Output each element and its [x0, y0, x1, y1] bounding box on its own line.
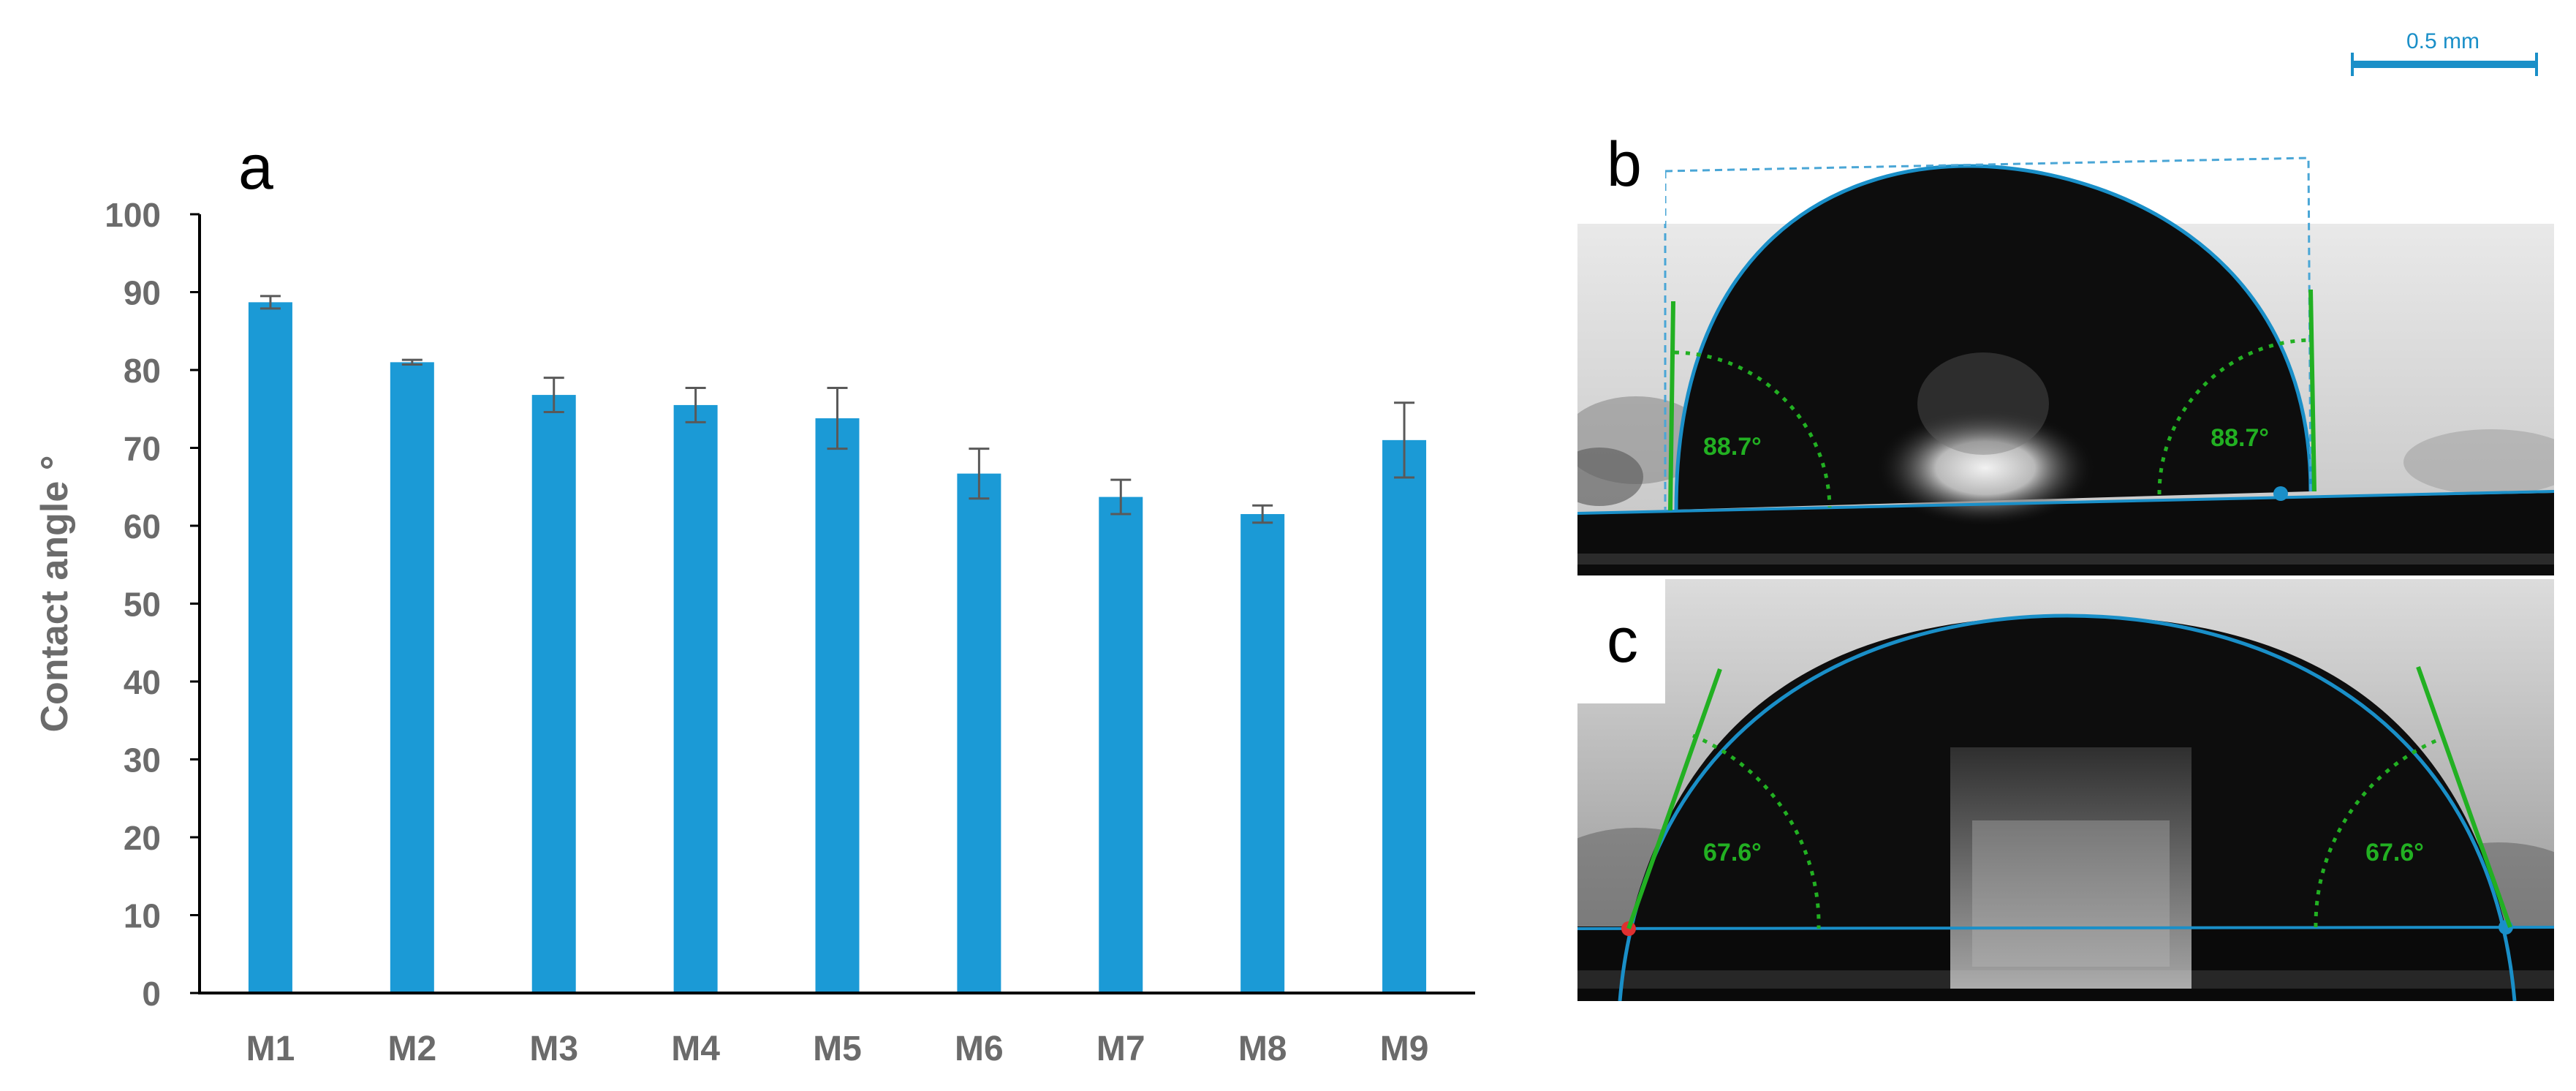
y-tick-label: 20: [124, 819, 161, 857]
right-contact-angle-label: 67.6°: [2365, 839, 2424, 867]
bars: [248, 302, 1427, 994]
bar-m6: [957, 473, 1001, 993]
x-tick-label: M6: [955, 1030, 1004, 1068]
bar-m2: [390, 362, 434, 994]
panel-label-b: b: [1607, 129, 1642, 200]
x-tick-label: M3: [529, 1030, 578, 1068]
y-axis-ticks: 0 10 20 30 40 50 60 70 80 90 100: [105, 196, 200, 1013]
droplet-image-c: 67.6° 67.6° c: [1577, 579, 2554, 1001]
x-tick-label: M1: [246, 1030, 295, 1068]
y-tick-label: 100: [105, 196, 161, 234]
y-tick-label: 90: [124, 274, 161, 312]
y-axis-label: Contact angle °: [34, 455, 76, 732]
x-tick-label: M7: [1096, 1030, 1145, 1068]
contact-angle-bar-chart: a Contact angle ° 0 10 20 30 40 50 60 70 80 90 100…: [34, 132, 1475, 1068]
x-axis-ticks: M1 M2 M3 M4 M5 M6 M7 M8 M9: [246, 1030, 1429, 1068]
y-tick-label: 30: [124, 741, 161, 779]
y-tick-label: 40: [124, 663, 161, 701]
bar-m5: [815, 418, 860, 993]
panel-label-a: a: [238, 132, 273, 203]
x-tick-label: M8: [1238, 1030, 1287, 1068]
y-tick-label: 80: [124, 352, 161, 390]
y-tick-label: 0: [142, 975, 161, 1013]
y-tick-label: 10: [124, 897, 161, 935]
y-tick-label: 50: [124, 586, 161, 624]
right-contact-angle-label: 88.7°: [2211, 424, 2269, 452]
panel-label-c: c: [1607, 605, 1638, 676]
x-tick-label: M9: [1380, 1030, 1429, 1068]
bar-m4: [673, 404, 718, 993]
y-tick-label: 70: [124, 430, 161, 468]
bar-m7: [1099, 497, 1143, 993]
scale-bar-label: 0.5 mm: [2406, 29, 2480, 53]
droplet-image-b: 88.7° 88.7° b: [1577, 129, 2554, 575]
y-tick-label: 60: [124, 507, 161, 546]
left-contact-angle-label: 88.7°: [1703, 433, 1762, 461]
bar-m3: [531, 395, 576, 993]
bar-m9: [1382, 439, 1427, 993]
left-contact-angle-label: 67.6°: [1703, 839, 1762, 867]
x-tick-label: M4: [671, 1030, 720, 1068]
scale-bar: 0.5 mm: [2351, 29, 2538, 76]
x-tick-label: M5: [813, 1030, 862, 1068]
error-bars: [260, 295, 1415, 524]
bar-m8: [1240, 514, 1285, 993]
x-tick-label: M2: [387, 1030, 436, 1068]
bar-m1: [248, 302, 292, 994]
